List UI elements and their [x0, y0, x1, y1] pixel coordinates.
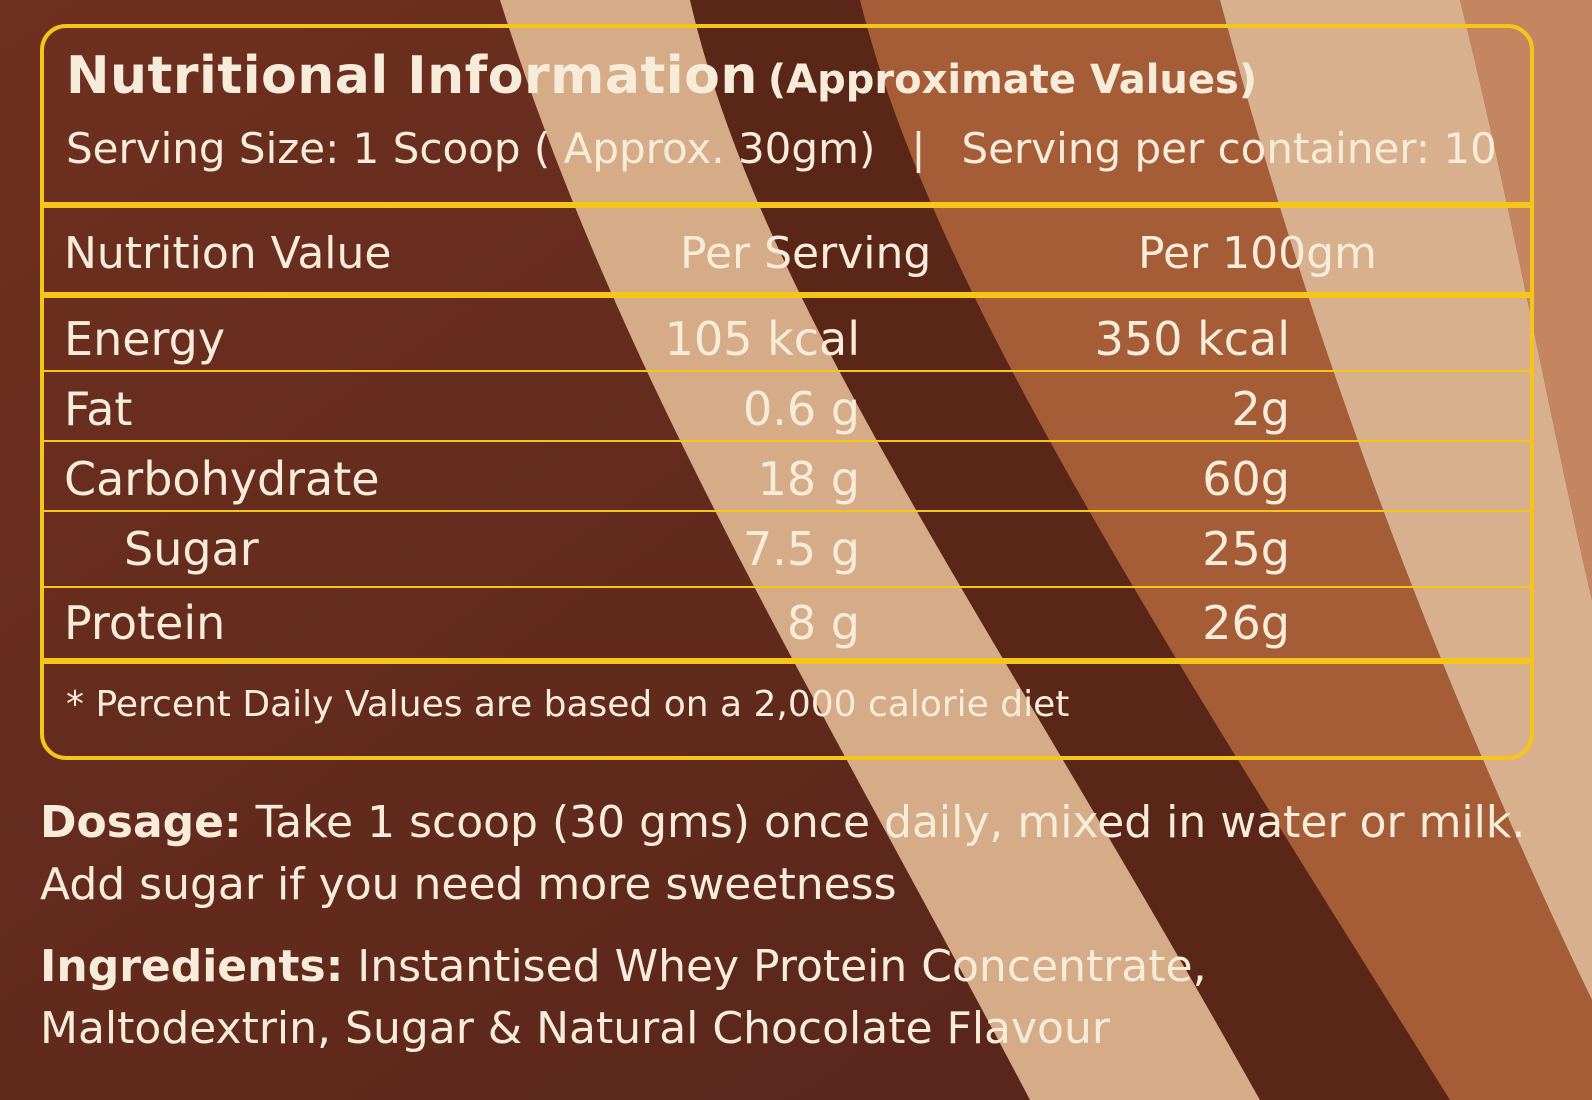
table-row: Protein 8 g 26g — [44, 586, 1530, 656]
serving-info: Serving Size: 1 Scoop ( Approx. 30gm) | Se… — [66, 124, 1497, 173]
row-divider — [44, 586, 1530, 588]
dosage-section: Dosage: Take 1 scoop (30 gms) once daily… — [40, 792, 1540, 916]
serving-separator: | — [911, 124, 926, 173]
per-100g-value: 25g — [1202, 522, 1290, 576]
row-divider — [44, 440, 1530, 442]
ingredients-text: Instantised Whey Protein Concentrate, — [357, 941, 1207, 992]
table-row: Energy 105 kcal 350 kcal — [44, 302, 1530, 372]
ingredients-section: Ingredients: Instantised Whey Protein Co… — [40, 936, 1540, 1060]
table-row: Carbohydrate 18 g 60g — [44, 442, 1530, 512]
servings-per-container: Serving per container: 10 — [961, 124, 1497, 173]
nutrient-name: Fat — [64, 382, 133, 436]
dosage-text-2: Add sugar if you need more sweetness — [40, 859, 897, 910]
footnote: * Percent Daily Values are based on a 2,… — [66, 684, 1070, 725]
divider — [44, 658, 1530, 664]
per-100g-value: 60g — [1202, 452, 1290, 506]
per-100g-value: 26g — [1202, 596, 1290, 650]
table-header: Nutrition Value Per Serving Per 100gm — [44, 208, 1530, 298]
nutrient-name: Sugar — [124, 522, 259, 576]
divider — [44, 292, 1530, 298]
per-serving-value: 8 g — [786, 596, 860, 650]
panel-title: Nutritional Information (Approximate Valu… — [66, 46, 1257, 106]
ingredients-label: Ingredients: — [40, 941, 344, 992]
per-100g-value: 2g — [1231, 382, 1290, 436]
title-text: Nutritional Information — [66, 46, 758, 106]
nutrition-panel: Nutritional Information (Approximate Valu… — [40, 24, 1534, 760]
nutrient-name: Energy — [64, 312, 226, 366]
ingredients-text-2: Maltodextrin, Sugar & Natural Chocolate … — [40, 1003, 1110, 1054]
nutrient-name: Protein — [64, 596, 226, 650]
divider — [44, 202, 1530, 208]
per-100g-value: 350 kcal — [1094, 312, 1290, 366]
column-header-per-100gm: Per 100gm — [1138, 228, 1377, 279]
table-row: Sugar 7.5 g 25g — [44, 512, 1530, 582]
dosage-label: Dosage: — [40, 797, 242, 848]
per-serving-value: 7.5 g — [743, 522, 860, 576]
column-header-nutrition-value: Nutrition Value — [64, 228, 392, 279]
dosage-text: Take 1 scoop (30 gms) once daily, mixed … — [255, 797, 1526, 848]
serving-size: Serving Size: 1 Scoop ( Approx. 30gm) — [66, 124, 876, 173]
per-serving-value: 18 g — [757, 452, 860, 506]
title-subtitle: (Approximate Values) — [767, 57, 1258, 103]
per-serving-value: 0.6 g — [743, 382, 860, 436]
nutrient-name: Carbohydrate — [64, 452, 380, 506]
table-row: Fat 0.6 g 2g — [44, 372, 1530, 442]
row-divider — [44, 370, 1530, 372]
row-divider — [44, 510, 1530, 512]
column-header-per-serving: Per Serving — [680, 228, 932, 279]
per-serving-value: 105 kcal — [664, 312, 860, 366]
